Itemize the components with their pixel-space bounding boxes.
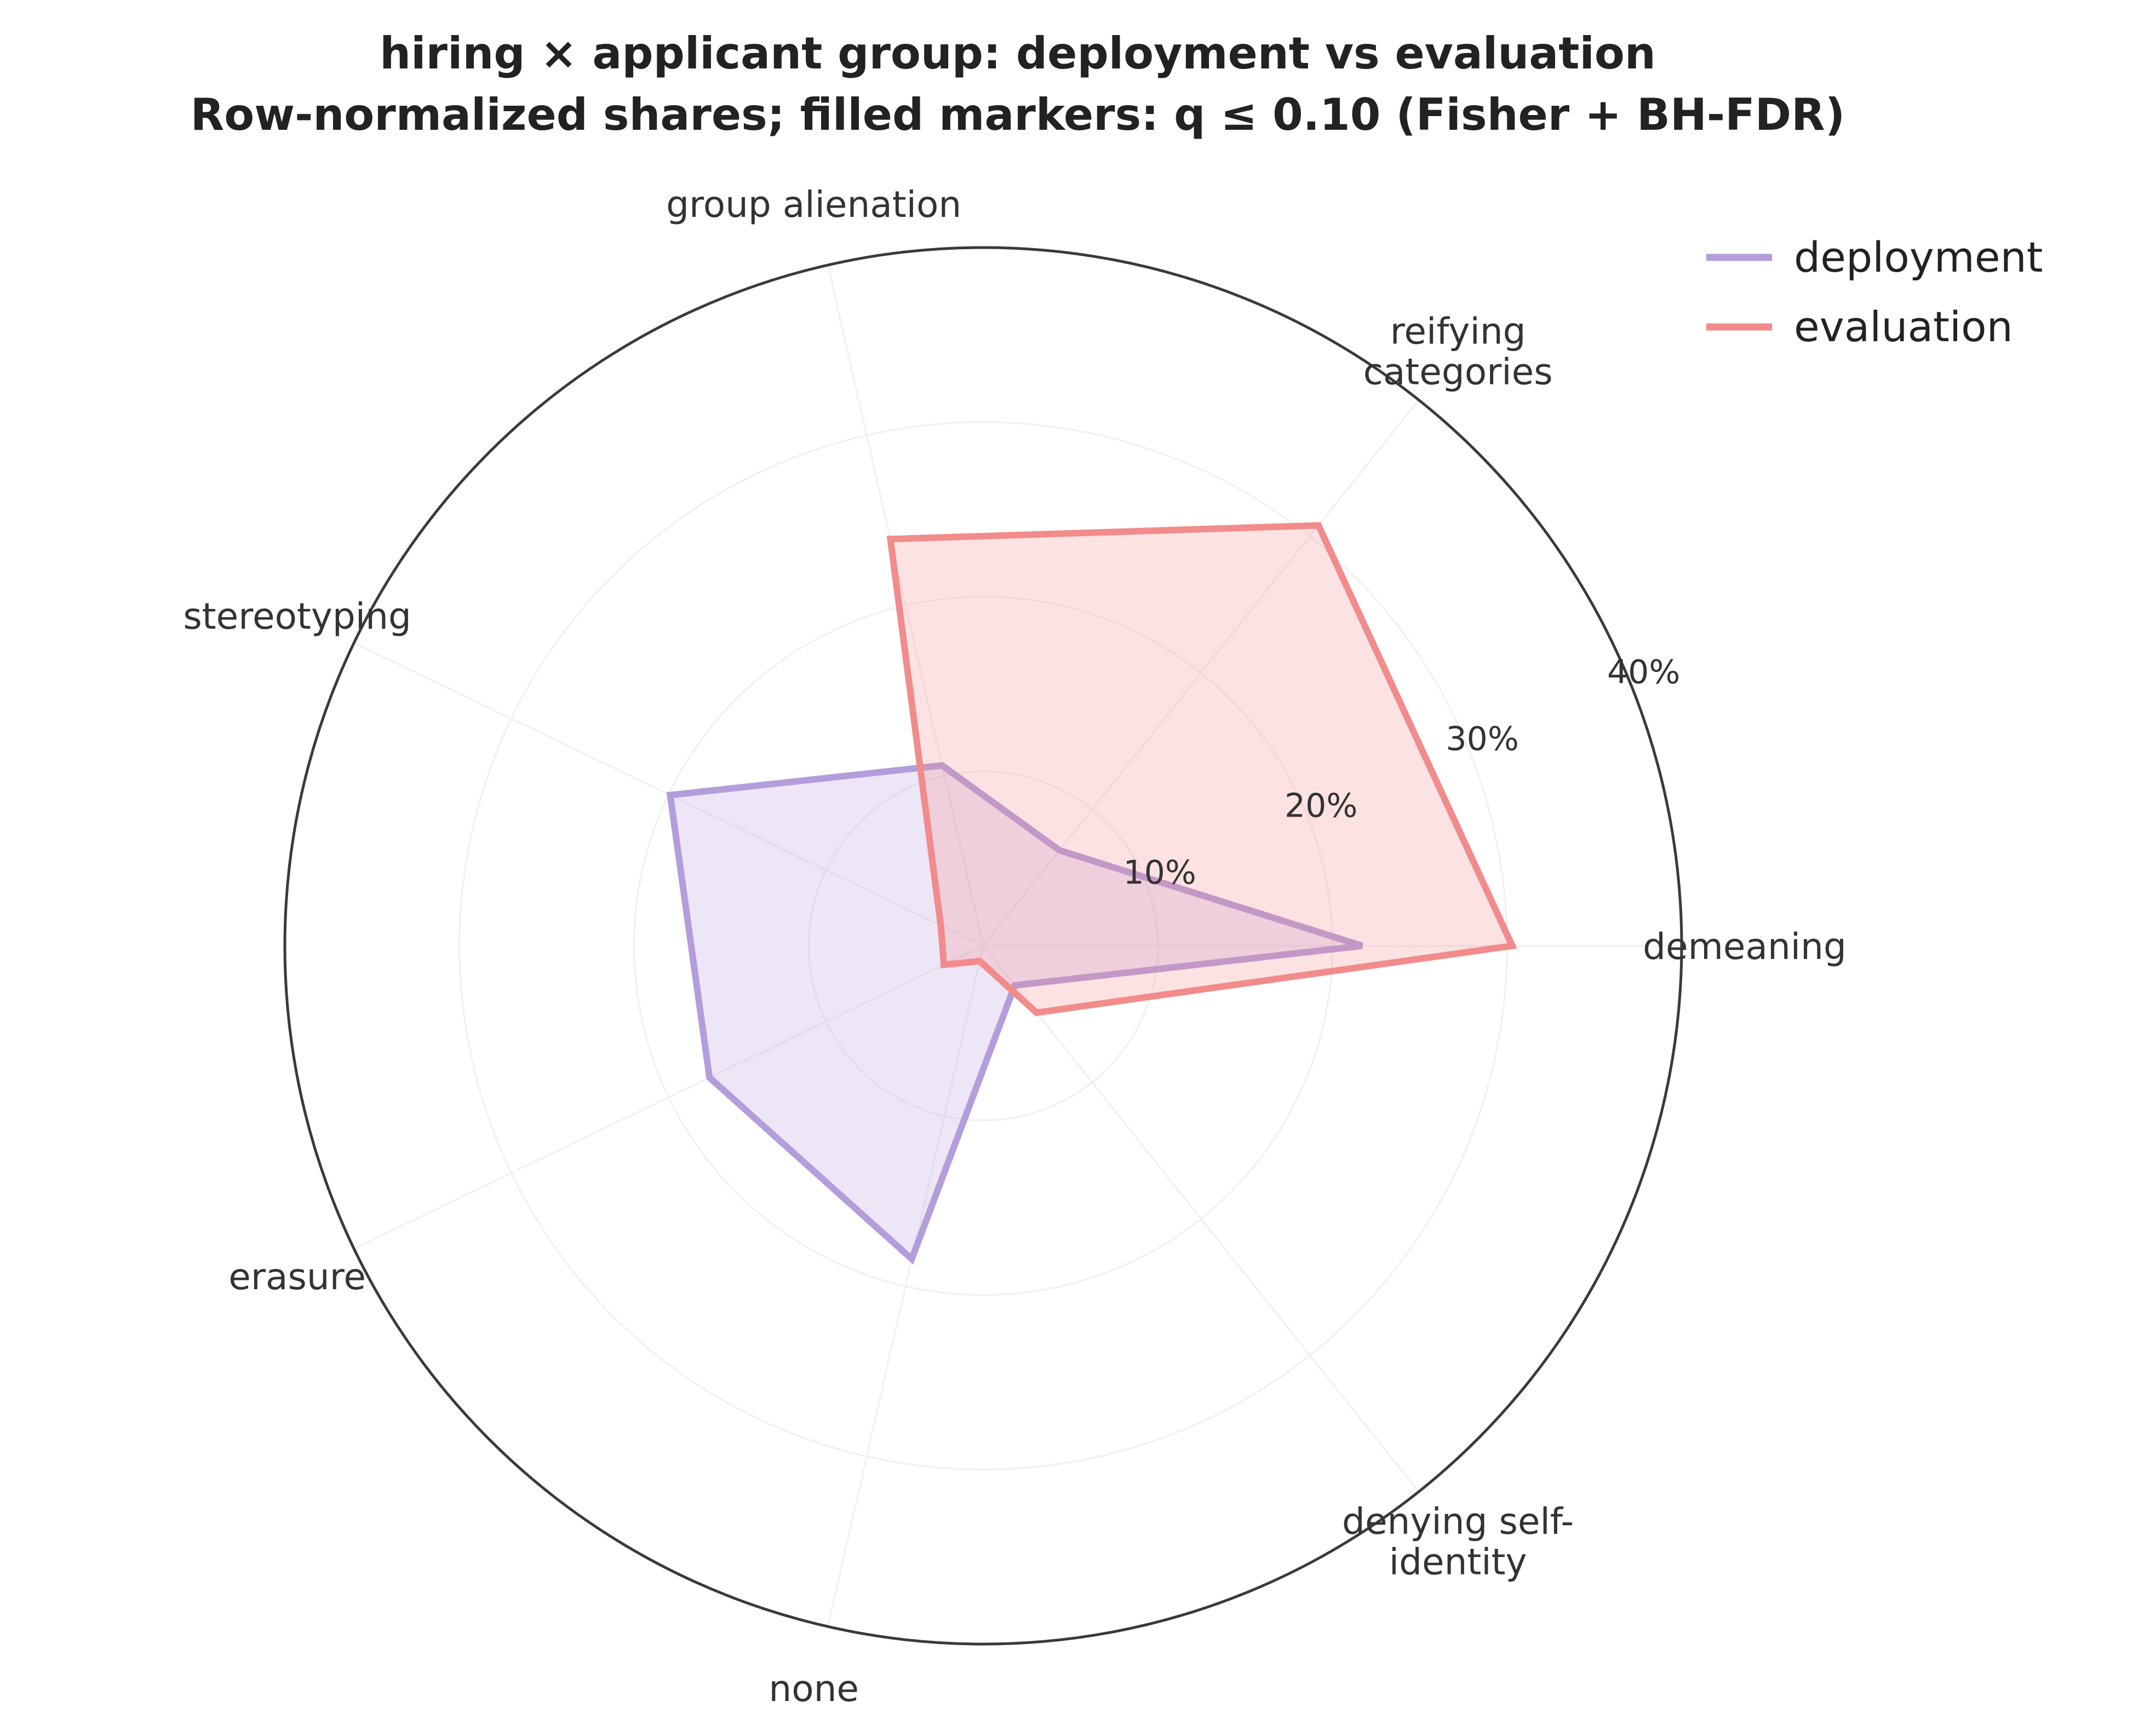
chart-title: hiring × applicant group: deployment vs …: [380, 28, 1656, 79]
category-label: reifying categories: [1363, 310, 1553, 393]
chart-subtitle: Row-normalized shares; filled markers: q…: [191, 89, 1845, 140]
radar-grid: [283, 246, 1683, 1646]
category-label: group alienation: [666, 183, 961, 226]
grid-spoke: [827, 945, 984, 1627]
radial-tick-label: 40%: [1607, 653, 1680, 692]
series-line-deployment: [666, 762, 1363, 1265]
grid-spoke: [982, 945, 1420, 1492]
legend: deployment evaluation: [1706, 233, 2043, 351]
category-label: denying self-identity: [1342, 1501, 1574, 1583]
grid-spoke: [827, 265, 984, 946]
category-label: demeaning: [1643, 926, 1847, 968]
category-labels: demeaning reifying categories group alienat…: [183, 183, 1846, 1710]
grid-spoke: [982, 399, 1420, 946]
category-label: erasure: [228, 1256, 366, 1298]
legend-label-deployment: deployment: [1794, 233, 2043, 281]
polar-frame: [283, 246, 1683, 1646]
radial-tick-label: 20%: [1285, 787, 1357, 825]
series-area-evaluation: [890, 525, 1512, 1013]
radial-tick-label: 30%: [1446, 720, 1518, 759]
radial-tick-label: 10%: [1123, 854, 1196, 892]
category-label: stereotyping: [183, 595, 411, 637]
series-area-deployment: [670, 765, 1362, 1259]
category-label: none: [769, 1668, 859, 1710]
legend-label-evaluation: evaluation: [1794, 302, 2013, 351]
grid-spoke: [353, 945, 984, 1250]
radar-series: [666, 522, 1517, 1265]
radial-ticks: 10% 20% 30% 40%: [1123, 653, 1681, 892]
series-line-evaluation: [886, 522, 1517, 1016]
